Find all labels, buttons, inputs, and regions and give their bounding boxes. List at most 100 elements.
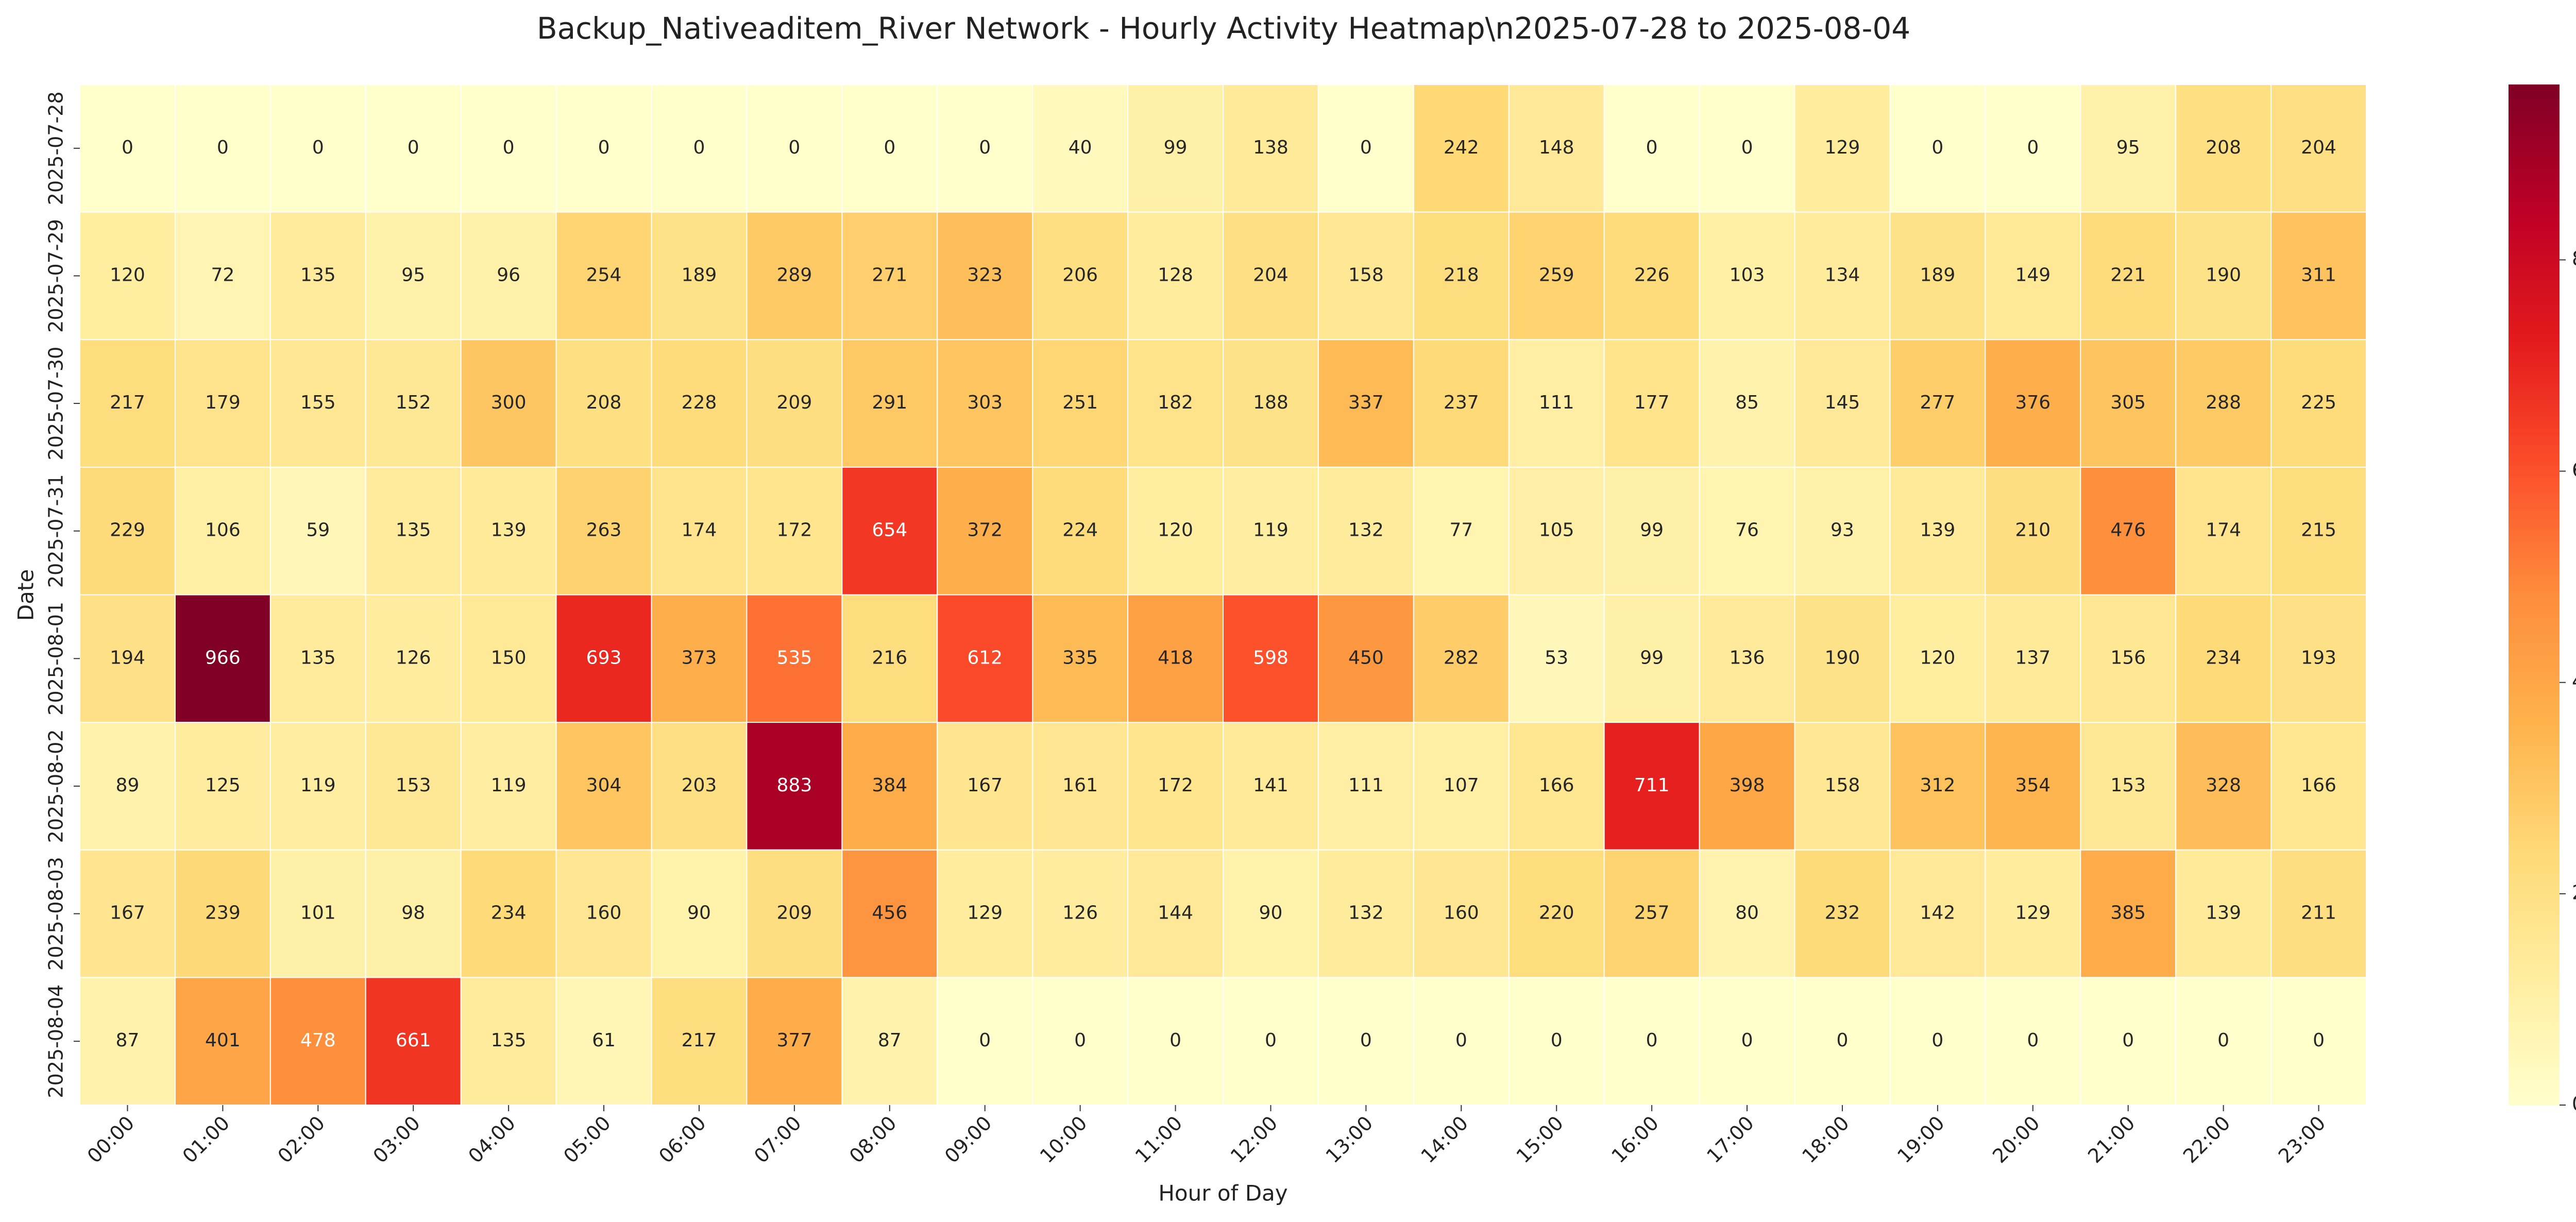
heatmap-cell	[365, 84, 462, 213]
cell-label: 95	[2116, 137, 2140, 158]
colorbar-tick-label: 600	[2572, 459, 2576, 481]
cell-label: 87	[116, 1030, 140, 1051]
cell-label: 119	[300, 775, 336, 796]
heatmap-cell	[1985, 211, 2081, 341]
cell-label: 77	[1449, 520, 1473, 541]
cell-label: 128	[1158, 264, 1193, 285]
heatmap-cell	[460, 339, 557, 468]
heatmap-cell	[269, 722, 366, 851]
heatmap-cell	[2270, 211, 2367, 341]
heatmap-cell	[1317, 84, 1414, 213]
heatmap-cell	[1317, 466, 1414, 596]
cell-label: 76	[1735, 520, 1759, 541]
cell-label: 372	[967, 520, 1003, 541]
colorbar	[2509, 84, 2560, 1105]
heatmap-cell	[2270, 594, 2367, 723]
cell-label: 167	[967, 775, 1003, 796]
x-tick-label: 04:00	[464, 1112, 520, 1168]
cell-label: 103	[1730, 264, 1765, 285]
cell-label: 158	[1825, 775, 1860, 796]
heatmap-cell	[1127, 849, 1224, 978]
heatmap-cell	[365, 722, 462, 851]
heatmap-cell	[651, 339, 748, 468]
heatmap-cell	[2080, 466, 2177, 596]
heatmap-cell	[555, 339, 652, 468]
heatmap-cell	[1127, 466, 1224, 596]
cell-label: 190	[2206, 264, 2241, 285]
heatmap-cell	[841, 339, 938, 468]
x-tick-label: 14:00	[1417, 1112, 1473, 1168]
cell-label: 237	[1444, 392, 1479, 413]
heatmap-cell	[1413, 977, 1510, 1106]
cell-label: 172	[1158, 775, 1193, 796]
cell-label: 0	[884, 137, 895, 158]
cell-label: 0	[1360, 137, 1372, 158]
cell-label: 598	[1253, 647, 1289, 668]
heatmap-cell	[1603, 849, 1700, 978]
heatmap-cell	[1223, 339, 1319, 468]
cell-label: 0	[1360, 1030, 1372, 1051]
cell-label: 155	[300, 392, 336, 413]
cell-label: 125	[205, 775, 241, 796]
heatmap-cell	[1508, 211, 1605, 341]
heatmap-cell	[2270, 339, 2367, 468]
heatmap-cell	[79, 466, 176, 596]
cell-label: 0	[217, 137, 229, 158]
heatmap-cell	[1032, 466, 1129, 596]
cell-label: 251	[1062, 392, 1098, 413]
x-tick-label: 03:00	[368, 1112, 425, 1168]
cell-label: 72	[211, 264, 234, 285]
heatmap-cell	[1317, 211, 1414, 341]
heatmap-cell	[1317, 594, 1414, 723]
cell-label: 0	[1646, 137, 1658, 158]
heatmap-cell	[2080, 339, 2177, 468]
cell-label: 189	[682, 264, 717, 285]
cell-label: 141	[1253, 775, 1289, 796]
heatmap-cell	[651, 722, 748, 851]
cell-label: 229	[110, 520, 145, 541]
cell-label: 174	[682, 520, 717, 541]
cell-label: 217	[110, 392, 145, 413]
cell-label: 189	[1920, 264, 1956, 285]
cell-label: 135	[300, 264, 336, 285]
cell-label: 193	[2301, 647, 2336, 668]
heatmap-cell	[937, 849, 1033, 978]
heatmap-cell	[1223, 466, 1319, 596]
heatmap-cell	[746, 849, 843, 978]
heatmap-cell	[937, 594, 1033, 723]
cell-label: 0	[693, 137, 705, 158]
heatmap-cell	[1413, 84, 1510, 213]
cell-label: 0	[1074, 1030, 1086, 1051]
heatmap-cell	[1794, 977, 1891, 1106]
heatmap-cell	[2270, 722, 2367, 851]
cell-label: 85	[1735, 392, 1759, 413]
heatmap-cell	[651, 466, 748, 596]
heatmap-cell	[269, 339, 366, 468]
x-axis-label: Hour of Day	[1158, 1181, 1287, 1206]
heatmap-cell	[651, 211, 748, 341]
heatmap-cell	[2270, 849, 2367, 978]
cell-label: 377	[777, 1030, 812, 1051]
cell-label: 226	[1634, 264, 1670, 285]
cell-label: 376	[2015, 392, 2050, 413]
cell-label: 204	[2301, 137, 2336, 158]
y-axis-label: Date	[13, 569, 39, 621]
heatmap-cell	[1223, 849, 1319, 978]
x-tick-label: 10:00	[1036, 1112, 1092, 1168]
cell-label: 150	[491, 647, 527, 668]
cell-label: 203	[682, 775, 717, 796]
cell-label: 120	[1158, 520, 1193, 541]
cell-label: 263	[586, 520, 622, 541]
cell-label: 0	[2027, 137, 2039, 158]
colorbar-tick-label: 200	[2572, 881, 2576, 904]
cell-label: 239	[205, 903, 241, 924]
cell-label: 234	[2206, 647, 2241, 668]
heatmap-cell	[174, 466, 271, 596]
heatmap-cell	[1603, 84, 1700, 213]
cell-label: 478	[300, 1030, 336, 1051]
heatmap-cell	[1508, 339, 1605, 468]
heatmap-cell	[269, 466, 366, 596]
heatmap-cell	[269, 84, 366, 213]
cell-label: 120	[1920, 647, 1956, 668]
heatmap-cell	[1127, 722, 1224, 851]
